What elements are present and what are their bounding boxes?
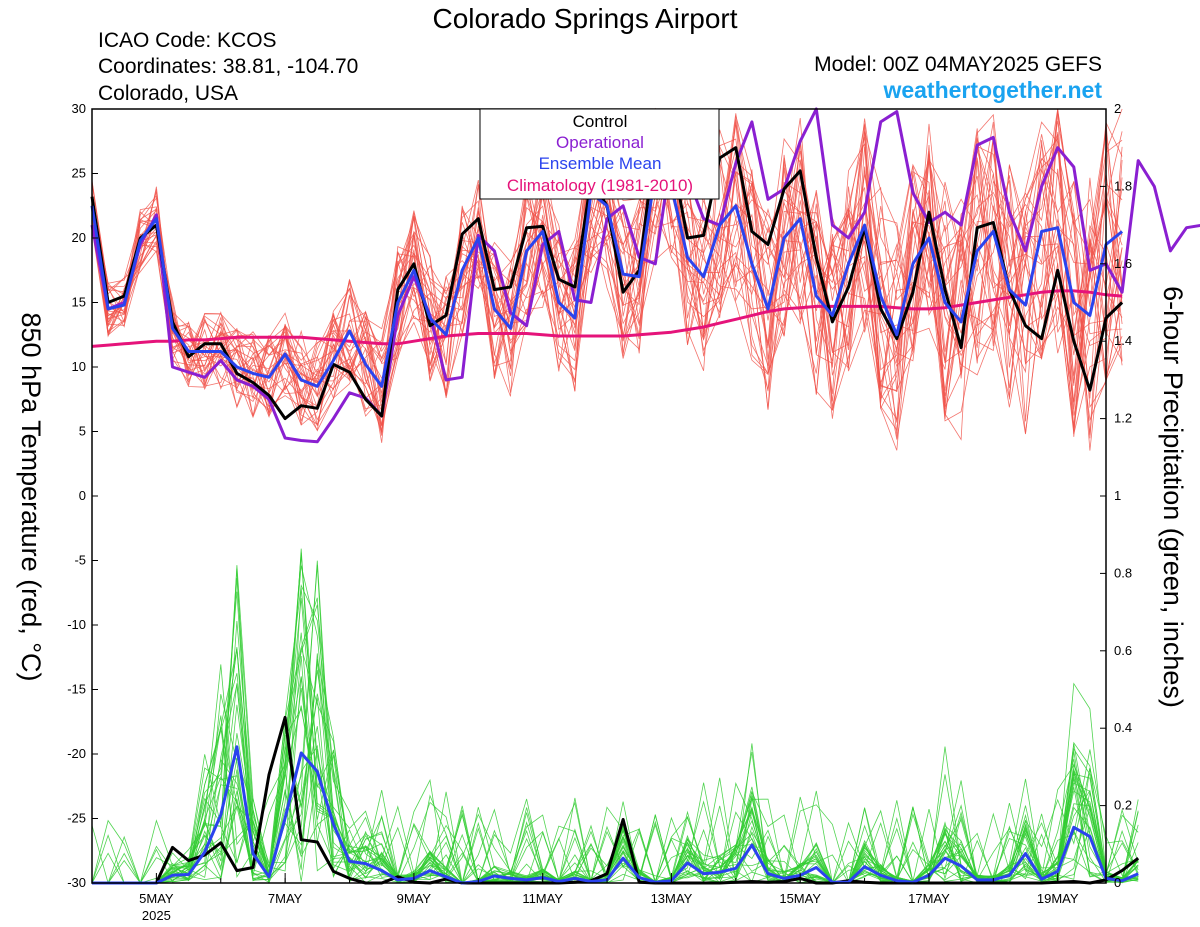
temp-member-line (91, 107, 1123, 437)
temp-member-line (91, 115, 1123, 434)
site-link[interactable]: weathertogether.net (882, 77, 1102, 103)
axis-ticks: 302520151050-5-10-15-20-25-3021.81.61.41… (67, 101, 1132, 923)
y-right-tick-label: 1.4 (1114, 333, 1132, 348)
y-left-tick-label: 10 (72, 359, 86, 374)
chart-title: Colorado Springs Airport (432, 3, 737, 34)
x-tick-label: 5MAY (139, 891, 174, 906)
legend-box (479, 108, 720, 200)
y-right-tick-label: 2 (1114, 101, 1121, 116)
series-lines (90, 107, 1200, 885)
y-left-tick-label: -25 (67, 811, 86, 826)
precip-member-line (92, 726, 1139, 884)
model-run: Model: 00Z 04MAY2025 GEFS (814, 53, 1102, 76)
x-tick-label: 19MAY (1037, 891, 1079, 906)
y-left-tick-label: 20 (72, 230, 86, 245)
y-left-tick-label: 0 (79, 488, 86, 503)
y-left-tick-label: -15 (67, 682, 86, 697)
y-left-tick-label: -10 (67, 617, 86, 632)
y-axis-left-label: 850 hPa Temperature (red, °C) (16, 313, 46, 682)
precip-member-line (92, 707, 1139, 884)
temp-member-line (91, 109, 1123, 441)
ensemble-mean-precip-line (92, 745, 1139, 885)
y-left-tick-label: -30 (67, 875, 86, 890)
y-right-tick-label: 0.4 (1114, 720, 1132, 735)
y-right-tick-label: 0.8 (1114, 565, 1132, 580)
y-right-tick-label: 1 (1114, 488, 1121, 503)
y-right-tick-label: 1.6 (1114, 256, 1132, 271)
y-right-tick-label: 0.2 (1114, 798, 1132, 813)
y-left-tick-label: 15 (72, 295, 86, 310)
legend-operational: Operational (556, 133, 644, 152)
y-left-tick-label: 5 (79, 424, 86, 439)
region: Colorado, USA (98, 82, 238, 105)
temp-member-line (91, 108, 1123, 432)
legend-climatology: Climatology (1981-2010) (507, 176, 693, 195)
precip-member-line (92, 693, 1139, 884)
x-tick-label: 9MAY (397, 891, 432, 906)
y-left-tick-label: 30 (72, 101, 86, 116)
y-left-tick-label: -20 (67, 746, 86, 761)
y-right-tick-label: 1.8 (1114, 178, 1132, 193)
legend: Control Operational Ensemble Mean Climat… (479, 108, 720, 200)
x-tick-label: 11MAY (522, 891, 563, 906)
y-left-tick-label: -5 (74, 553, 86, 568)
legend-control: Control (573, 112, 628, 131)
legend-ensemble-mean: Ensemble Mean (539, 154, 662, 173)
icao-code: ICAO Code: KCOS (98, 29, 277, 52)
y-left-tick-label: 25 (72, 166, 86, 181)
x-year-label: 2025 (142, 908, 171, 923)
precip-member-line (92, 548, 1139, 884)
y-right-tick-label: 0 (1114, 875, 1121, 890)
x-tick-label: 15MAY (779, 891, 821, 906)
x-tick-label: 7MAY (268, 891, 303, 906)
coordinates: Coordinates: 38.81, -104.70 (98, 55, 358, 78)
x-tick-label: 13MAY (651, 891, 693, 906)
ensemble-mean-temperature-line (90, 172, 1124, 388)
y-axis-right-label: 6-hour Precipitation (green, inches) (1158, 286, 1188, 708)
x-tick-label: 17MAY (908, 891, 950, 906)
y-right-tick-label: 1.2 (1114, 411, 1132, 426)
y-right-tick-label: 0.6 (1114, 643, 1132, 658)
